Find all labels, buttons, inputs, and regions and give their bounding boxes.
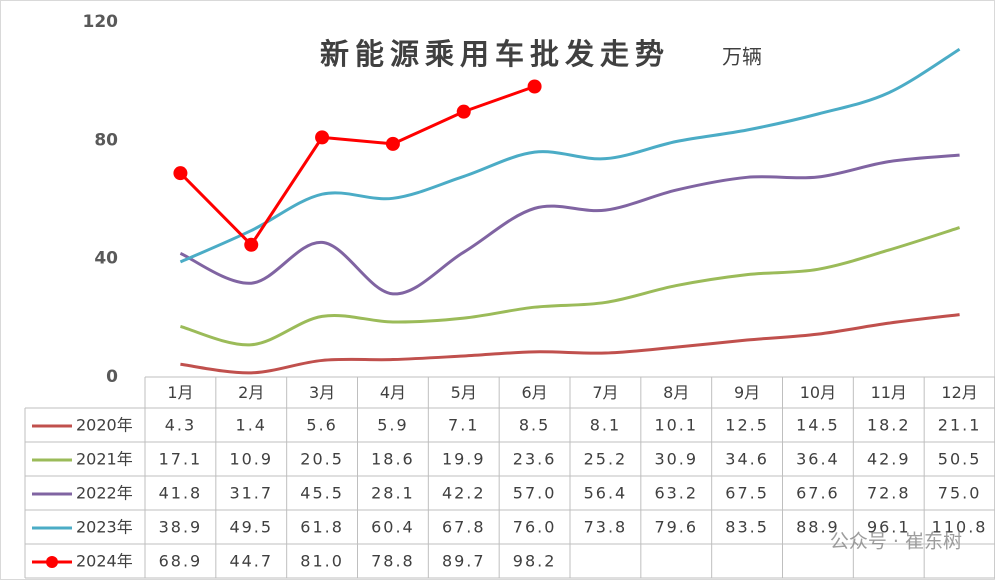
table-value: 67.8 (442, 518, 486, 537)
table-value: 36.4 (796, 450, 840, 469)
table-value: 63.2 (654, 484, 698, 503)
table-value: 68.9 (159, 552, 203, 571)
series-marker (456, 104, 471, 119)
chart-subtitle: 万辆 (722, 45, 762, 69)
series-line (180, 313, 960, 375)
table-value: 44.7 (229, 552, 273, 571)
x-tick-label: 10月 (800, 383, 836, 402)
x-tick-label: 1月 (167, 383, 193, 402)
table-value: 110.8 (932, 518, 988, 537)
table-value: 28.1 (371, 484, 415, 503)
legend-label: 2020年 (76, 416, 133, 435)
table-value: 98.2 (513, 552, 557, 571)
chart-title: 新能源乘用车批发走势 (320, 37, 670, 71)
table-value: 20.5 (300, 450, 344, 469)
y-tick-label: 80 (94, 130, 118, 150)
table-value: 75.0 (938, 484, 982, 503)
x-tick-label: 9月 (734, 383, 760, 402)
table-value: 17.1 (159, 450, 203, 469)
table-value: 83.5 (725, 518, 769, 537)
table-value: 18.6 (371, 450, 415, 469)
table-value: 45.5 (300, 484, 344, 503)
table-value: 72.8 (867, 484, 911, 503)
table-value: 57.0 (513, 484, 557, 503)
table-value: 5.6 (306, 416, 337, 435)
series-line (180, 226, 961, 347)
table-value: 21.1 (938, 416, 982, 435)
x-tick-label: 4月 (380, 383, 406, 402)
table-value: 8.1 (590, 416, 621, 435)
y-tick-label: 120 (83, 12, 119, 32)
table-value: 73.8 (584, 518, 628, 537)
table-value: 78.8 (371, 552, 415, 571)
x-tick-label: 7月 (592, 383, 618, 402)
series-marker (385, 136, 400, 151)
table-value: 88.9 (796, 518, 840, 537)
table-value: 81.0 (300, 552, 344, 571)
x-tick-label: 3月 (309, 383, 335, 402)
series-marker (527, 79, 542, 94)
y-tick-label: 0 (106, 367, 118, 387)
series-marker (244, 237, 259, 252)
table-value: 96.1 (867, 518, 911, 537)
legend-label: 2024年 (76, 552, 133, 571)
series-marker (315, 130, 330, 145)
table-value: 4.3 (165, 416, 196, 435)
table-value: 76.0 (513, 518, 557, 537)
x-tick-label: 12月 (941, 383, 977, 402)
x-tick-label: 8月 (663, 383, 689, 402)
table-value: 67.5 (725, 484, 769, 503)
legend-label: 2022年 (76, 484, 133, 503)
table-value: 25.2 (584, 450, 628, 469)
table-value: 14.5 (796, 416, 840, 435)
series-marker (173, 166, 188, 181)
y-tick-label: 40 (94, 249, 118, 269)
table-value: 42.9 (867, 450, 911, 469)
table-value: 1.4 (236, 416, 267, 435)
table-value: 61.8 (300, 518, 344, 537)
x-tick-label: 2月 (238, 383, 264, 402)
table-value: 79.6 (654, 518, 698, 537)
table-value: 7.1 (448, 416, 479, 435)
legend-label: 2023年 (76, 518, 133, 537)
x-tick-label: 6月 (521, 383, 547, 402)
table-value: 12.5 (725, 416, 769, 435)
table-value: 50.5 (938, 450, 982, 469)
x-tick-label: 5月 (451, 383, 477, 402)
table-value: 10.9 (229, 450, 273, 469)
table-value: 42.2 (442, 484, 486, 503)
table-value: 38.9 (159, 518, 203, 537)
watermark: 公众号 · 崔东树 (830, 531, 962, 553)
table-value: 56.4 (584, 484, 628, 503)
table-value: 8.5 (519, 416, 550, 435)
table-value: 49.5 (229, 518, 273, 537)
table-value: 34.6 (725, 450, 769, 469)
table-value: 18.2 (867, 416, 911, 435)
table-value: 67.6 (796, 484, 840, 503)
table-value: 23.6 (513, 450, 557, 469)
table-value: 5.9 (377, 416, 408, 435)
series-line (179, 153, 960, 296)
table-value: 30.9 (654, 450, 698, 469)
series-line (179, 85, 536, 247)
legend-marker (46, 556, 58, 568)
series-line (179, 47, 961, 264)
table-value: 60.4 (371, 518, 415, 537)
table-value: 31.7 (229, 484, 273, 503)
table-value: 41.8 (159, 484, 203, 503)
legend-label: 2021年 (76, 450, 133, 469)
table-value: 19.9 (442, 450, 486, 469)
table-value: 10.1 (654, 416, 698, 435)
x-tick-label: 11月 (871, 383, 907, 402)
table-value: 89.7 (442, 552, 486, 571)
